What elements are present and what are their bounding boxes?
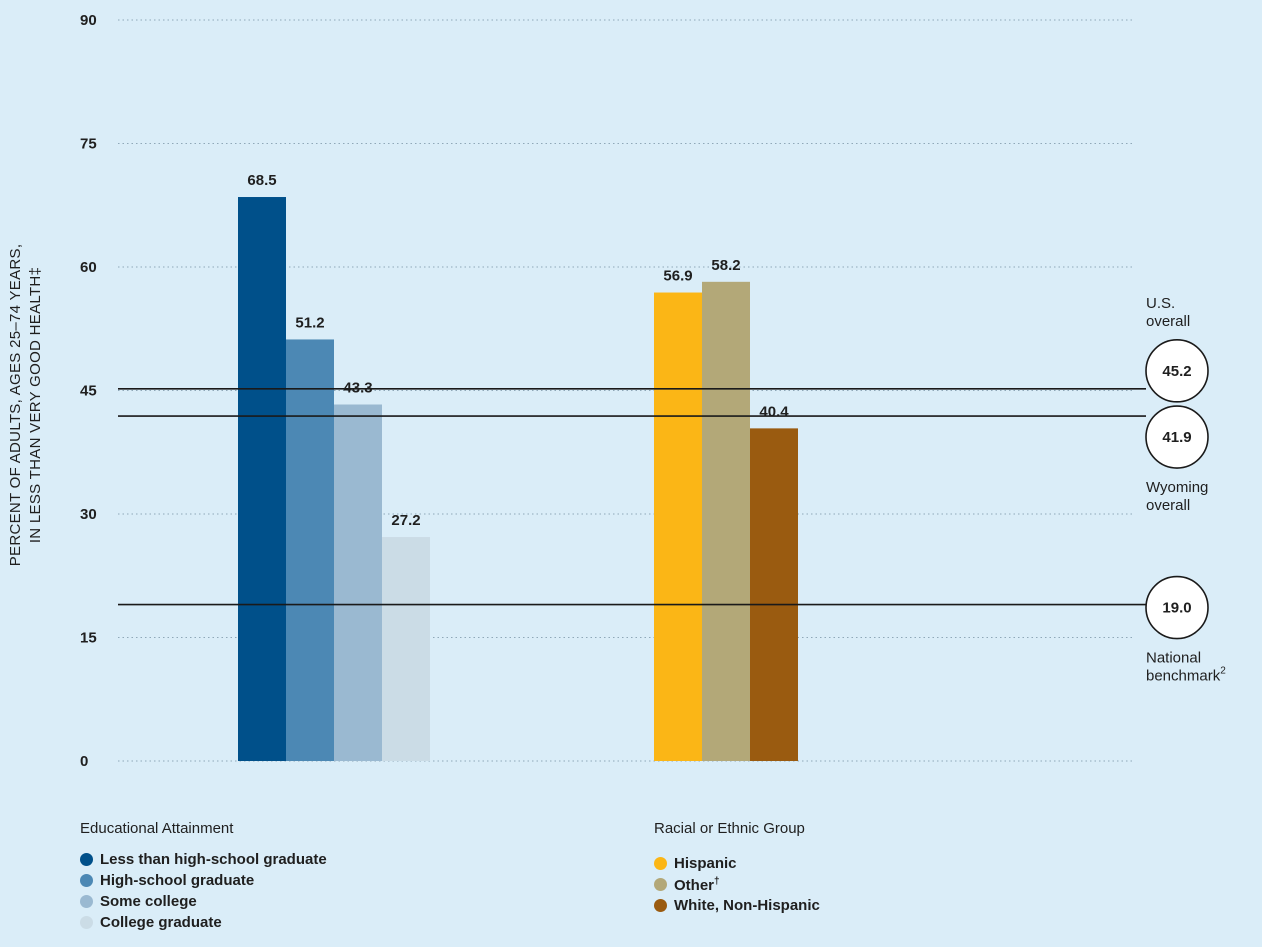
legend-swatch-other — [654, 878, 667, 891]
legend-swatch-college-graduate — [80, 916, 93, 929]
reference-circle-2 — [1145, 575, 1209, 640]
legend-racial-ethnic-group: Racial or Ethnic Group Hispanic Other† Whi… — [654, 820, 820, 916]
reference-note-0-0: U.S. — [1146, 295, 1175, 312]
legend-swatch-hispanic — [654, 857, 667, 870]
legend-label-hispanic: Hispanic — [674, 855, 737, 872]
y-tick-label-60: 60 — [80, 259, 97, 276]
reference-value-1: 41.9 — [1162, 429, 1191, 446]
y-tick-label-90: 90 — [80, 12, 97, 29]
legend-swatch-less-than-high-school-graduate — [80, 853, 93, 866]
bar-hispanic — [654, 292, 702, 761]
reference-note-1-1: overall — [1146, 497, 1190, 514]
y-tick-label-15: 15 — [80, 630, 97, 647]
legend-title: Educational Attainment — [80, 820, 234, 837]
y-axis-label-line2: IN LESS THAN VERY GOOD HEALTH‡ — [27, 267, 44, 543]
bar-some-college — [334, 404, 382, 761]
bar-high-school-graduate — [286, 339, 334, 761]
legend-item-some-college: Some college — [80, 891, 327, 912]
reference-note-2-0: National — [1146, 650, 1201, 667]
bar-white-non-hispanic — [750, 428, 798, 761]
legend-items: Hispanic Other† White, Non-Hispanic — [654, 853, 820, 916]
legend-label-college-graduate: College graduate — [100, 914, 222, 931]
y-tick-label-0: 0 — [80, 753, 88, 770]
reference-value-2: 19.0 — [1162, 600, 1191, 617]
bar-value-label-less-than-high-school-graduate: 68.5 — [247, 172, 276, 189]
bar-other — [702, 281, 750, 761]
legend-educational-attainment: Educational Attainment Less than high-sc… — [80, 820, 327, 933]
reference-circle-1 — [1145, 405, 1209, 469]
reference-circle-0 — [1145, 339, 1209, 403]
bars-layer — [238, 197, 798, 761]
legend-label-less-than-high-school-graduate: Less than high-school graduate — [100, 851, 327, 868]
bar-value-label-hispanic: 56.9 — [663, 268, 692, 285]
reference-note-2-1: benchmark2 — [1146, 666, 1226, 685]
labels-layer: 0 15 30 45 60 75 90 68.5 51.2 43.3 27.2 56.9 58.2 40.… — [80, 12, 1226, 770]
y-tick-label-30: 30 — [80, 506, 97, 523]
reference-value-0: 45.2 — [1162, 363, 1191, 380]
legend-item-less-than-high-school-graduate: Less than high-school graduate — [80, 849, 327, 870]
bar-less-than-high-school-graduate — [238, 197, 286, 761]
legend-item-white-non-hispanic: White, Non-Hispanic — [654, 895, 820, 916]
legend-title: Racial or Ethnic Group — [654, 820, 805, 837]
legend-item-hispanic: Hispanic — [654, 853, 820, 874]
reference-note-1-0: Wyoming — [1146, 479, 1208, 496]
bar-value-label-some-college: 43.3 — [343, 379, 372, 396]
y-tick-label-75: 75 — [80, 136, 97, 153]
legend-label-some-college: Some college — [100, 893, 197, 910]
bar-value-label-high-school-graduate: 51.2 — [295, 314, 324, 331]
legend-item-other: Other† — [654, 874, 820, 895]
legend-items: Less than high-school graduate High-schoo… — [80, 849, 327, 933]
bar-value-label-other: 58.2 — [711, 257, 740, 274]
reference-note-0-1: overall — [1146, 313, 1190, 330]
bar-college-graduate — [382, 537, 430, 761]
bar-value-label-white-non-hispanic: 40.4 — [759, 403, 789, 420]
legend-swatch-high-school-graduate — [80, 874, 93, 887]
y-axis-label-line1: PERCENT OF ADULTS, AGES 25–74 YEARS, — [7, 244, 24, 567]
legend-label-white-non-hispanic: White, Non-Hispanic — [674, 897, 820, 914]
legend-item-college-graduate: College graduate — [80, 912, 327, 933]
legend-item-high-school-graduate: High-school graduate — [80, 870, 327, 891]
legend-label-other: Other† — [674, 875, 720, 894]
legend-label-high-school-graduate: High-school graduate — [100, 872, 255, 889]
legend-swatch-white-non-hispanic — [654, 899, 667, 912]
reference-lines-layer — [118, 339, 1209, 640]
y-tick-label-45: 45 — [80, 383, 97, 400]
bar-value-label-college-graduate: 27.2 — [391, 512, 420, 529]
legend-swatch-some-college — [80, 895, 93, 908]
